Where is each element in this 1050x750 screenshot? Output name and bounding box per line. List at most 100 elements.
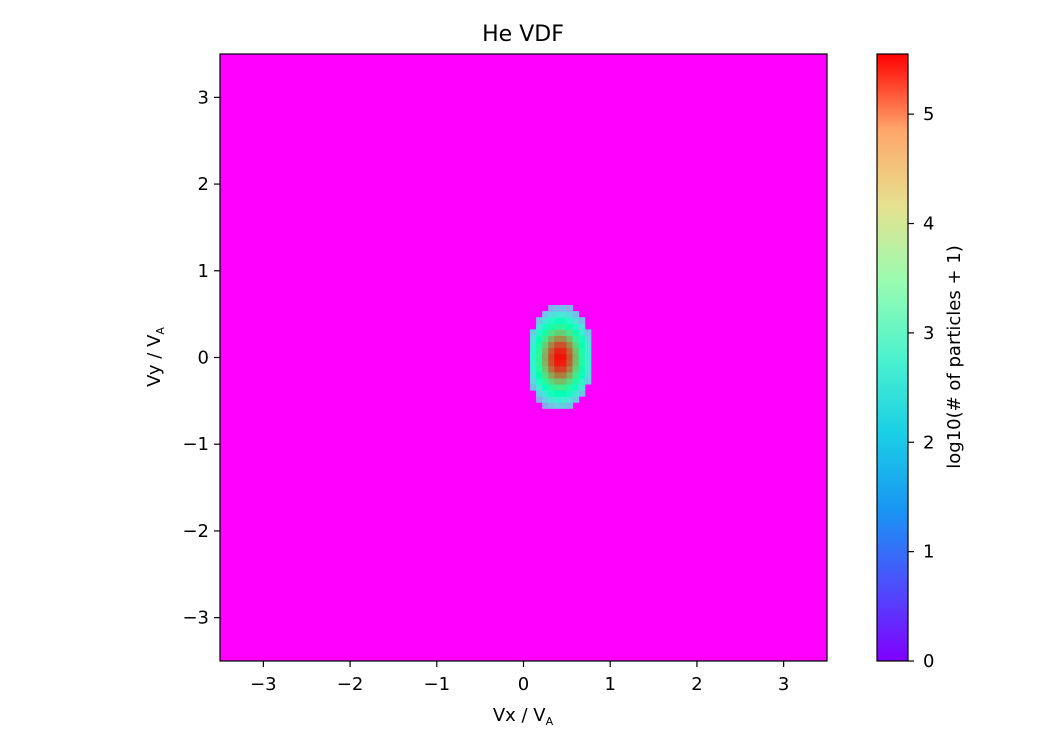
heatmap-cell (572, 396, 580, 403)
heatmap-cell (560, 323, 568, 330)
heatmap-cell (578, 323, 586, 330)
heatmap-cell (560, 365, 568, 373)
heatmap-cell (572, 371, 580, 379)
heatmap-cell (530, 365, 537, 373)
heatmap-cell (578, 347, 586, 355)
heatmap-cell (536, 317, 543, 324)
heatmap-cell (536, 323, 543, 330)
heatmap-cell (548, 396, 555, 403)
heatmap-cell (548, 323, 555, 330)
y-tick-label: 0 (198, 348, 209, 369)
heatmap-cell (548, 359, 555, 367)
heatmap-cell (542, 317, 549, 324)
y-axis-title: Vy / VA (144, 327, 167, 387)
x-tick-label: −1 (424, 674, 451, 695)
heatmap-cell (542, 371, 549, 379)
heatmap-cell (536, 353, 543, 361)
heatmap-cell (560, 329, 568, 336)
heatmap-cell (578, 329, 586, 336)
heatmap-cell (542, 329, 549, 336)
heatmap-cell (584, 347, 592, 355)
heatmap-cell (554, 305, 561, 312)
x-tick-label: −2 (337, 674, 364, 695)
colorbar-tick-label: 2 (923, 432, 934, 453)
x-tick-label: 2 (691, 674, 702, 695)
heatmap-cell (566, 329, 574, 336)
heatmap-cell (566, 323, 574, 330)
x-tick-label: −3 (250, 674, 277, 695)
heatmap-cell (554, 359, 561, 367)
heatmap-cell (548, 329, 555, 336)
heatmap-cell (584, 377, 592, 385)
heatmap-cell (584, 371, 592, 379)
heatmap-cell (554, 377, 561, 385)
heatmap-cell (530, 341, 537, 349)
heatmap-cell (578, 335, 586, 343)
heatmap-cell (530, 335, 537, 343)
heatmap-cell (554, 323, 561, 330)
heatmap-cell (536, 347, 543, 355)
heatmap-cell (566, 365, 574, 373)
heatmap-cell (560, 311, 568, 318)
heatmap-cell (548, 311, 555, 318)
heatmap-cell (584, 341, 592, 349)
heatmap-cell (554, 365, 561, 373)
heatmap-cell (548, 365, 555, 373)
heatmap-cell (584, 335, 592, 343)
colorbar-title: log10(# of particles + 1) (944, 245, 965, 469)
heatmap-cell (554, 311, 561, 318)
heatmap-cell (536, 335, 543, 343)
heatmap-cell (572, 329, 580, 336)
heatmap-cell (572, 323, 580, 330)
heatmap-cell (536, 383, 543, 391)
heatmap-cell (578, 341, 586, 349)
heatmap-cell (578, 371, 586, 379)
heatmap-cell (554, 347, 561, 355)
colorbar (876, 53, 909, 662)
heatmap-cell (560, 396, 568, 403)
heatmap-cell (572, 347, 580, 355)
heatmap-cell (554, 329, 561, 336)
heatmap-cell (560, 341, 568, 349)
heatmap-cell (530, 347, 537, 355)
heatmap-cell (554, 396, 561, 403)
heatmap-cell (566, 371, 574, 379)
heatmap-cell (572, 335, 580, 343)
heatmap-cell (560, 335, 568, 343)
x-tick-label: 3 (778, 674, 789, 695)
colorbar-tick-label: 1 (923, 542, 934, 563)
y-tick-label: 1 (198, 261, 209, 282)
x-tick-label: 1 (604, 674, 615, 695)
heatmap-cell (548, 305, 555, 312)
y-tick-label: −2 (182, 521, 209, 542)
colorbar-tick-label: 4 (923, 214, 934, 235)
heatmap-cell (542, 335, 549, 343)
heatmap-cell (578, 383, 586, 391)
x-axis: −3 −2 −1 0 1 2 3 (250, 661, 789, 695)
y-tick-label: 2 (198, 174, 209, 195)
colorbar-axis: 0 1 2 3 4 5 (908, 104, 934, 672)
heatmap-cell (542, 341, 549, 349)
heatmap-cell (554, 335, 561, 343)
y-axis: −3 −2 −1 0 1 2 3 (182, 87, 220, 629)
heatmap-cell (560, 383, 568, 391)
y-tick-label: 3 (198, 87, 209, 108)
heatmap-cell (542, 365, 549, 373)
heatmap-cell (584, 359, 592, 367)
heatmap-cell (536, 329, 543, 336)
heatmap-cell (554, 383, 561, 391)
heatmap-cell (554, 402, 561, 409)
heatmap-cell (548, 347, 555, 355)
heatmap-cell (572, 377, 580, 385)
heatmap-cell (578, 377, 586, 385)
x-tick-label: 0 (518, 674, 529, 695)
heatmap-cell (548, 371, 555, 379)
heatmap-cell (542, 311, 549, 318)
heatmap-cell (542, 353, 549, 361)
heatmap-cell (548, 377, 555, 385)
chart-title: He VDF (482, 22, 564, 47)
colorbar-tick-label: 3 (923, 323, 934, 344)
heatmap-cell (536, 390, 543, 397)
